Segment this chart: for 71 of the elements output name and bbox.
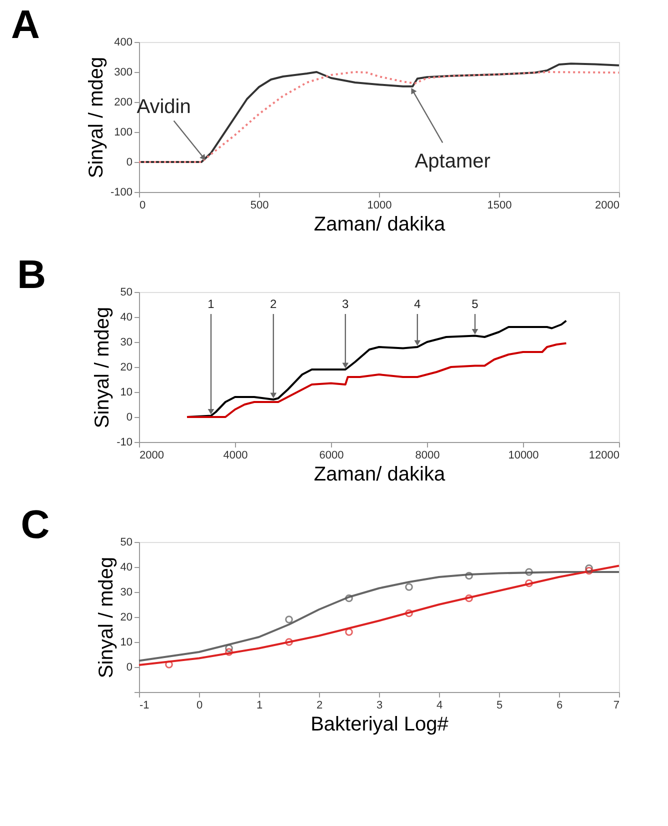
x-tick-label: 3: [376, 700, 383, 712]
point: [525, 579, 533, 588]
chart-title: C: [20, 503, 50, 547]
y-tick-label: 0: [126, 662, 132, 674]
point: [585, 564, 593, 572]
y-tick-label: 400: [114, 36, 132, 48]
x-tick-label: 2000: [140, 450, 164, 462]
point: [285, 638, 293, 646]
x-tick-label: 8000: [415, 450, 440, 462]
annotation: 1: [208, 297, 215, 311]
point: [465, 594, 473, 602]
y-tick-label: 30: [120, 586, 132, 598]
chart-title: B: [17, 253, 46, 297]
point: [225, 648, 233, 656]
y-tick-label: 10: [120, 636, 132, 648]
y-axis-title: Sinyal / mdeg: [85, 56, 108, 178]
x-tick-label: 1000: [367, 200, 392, 212]
y-tick-label: 0: [126, 412, 132, 424]
x-tick-label: 2000: [595, 200, 620, 212]
y-tick-label: 0: [126, 156, 132, 168]
x-tick-label: 6: [556, 700, 563, 712]
y-tick-label: 300: [114, 66, 132, 78]
x-tick-label: 1500: [487, 200, 512, 212]
x-tick-label: 5: [496, 700, 503, 712]
x-tick-label: 1: [256, 700, 263, 712]
x-tick-label: 7: [613, 700, 620, 712]
x-axis-title: Zaman/ dakika: [314, 464, 446, 486]
y-tick-label: -100: [110, 186, 132, 198]
annotation: 3: [342, 297, 350, 311]
annotation: 2: [270, 297, 278, 311]
y-tick-label: 20: [120, 612, 132, 624]
x-tick-label: 2: [316, 700, 323, 712]
x-tick-label: 500: [250, 200, 269, 212]
y-tick-label: 40: [120, 562, 132, 574]
chart-title: A: [10, 3, 40, 47]
y-tick-label: 50: [120, 286, 132, 298]
point: [585, 566, 593, 575]
x-tick-label: -1: [140, 700, 150, 712]
x-tick-label: 4: [436, 700, 443, 712]
y-tick-label: 40: [120, 312, 132, 324]
y-axis-title: Sinyal / mdeg: [92, 306, 114, 428]
y-tick-label: 20: [120, 362, 132, 374]
point: [285, 616, 293, 624]
y-tick-label: 30: [120, 336, 132, 348]
x-tick-label: 0: [140, 200, 146, 212]
y-tick-label: 200: [114, 96, 132, 108]
y-axis-title: Sinyal / mdeg: [95, 556, 118, 678]
x-tick-label: 4000: [223, 450, 248, 462]
point: [405, 583, 413, 591]
y-tick-label: 100: [114, 126, 132, 138]
point: [225, 644, 233, 652]
x-tick-label: 6000: [319, 450, 344, 462]
annotation: 4: [414, 297, 422, 311]
point: [165, 660, 173, 668]
point: [465, 572, 473, 580]
point: [525, 568, 533, 576]
point: [345, 628, 353, 636]
annotation: 5: [472, 297, 479, 311]
annotation: Avidin: [136, 96, 191, 118]
x-tick-label: 0: [196, 700, 203, 712]
line-series: [186, 342, 568, 418]
y-tick-label: 10: [120, 386, 132, 398]
x-tick-label: 10000: [508, 450, 539, 462]
x-axis-title: Zaman/ dakika: [314, 214, 446, 236]
y-tick-label: -10: [116, 436, 132, 448]
point: [345, 594, 353, 602]
y-tick-label: 50: [120, 536, 132, 548]
annotation: Aptamer: [414, 150, 491, 172]
point: [405, 609, 413, 618]
x-axis-title: Bakteriyal Log#: [310, 714, 450, 736]
x-tick-label: 12000: [588, 450, 620, 462]
